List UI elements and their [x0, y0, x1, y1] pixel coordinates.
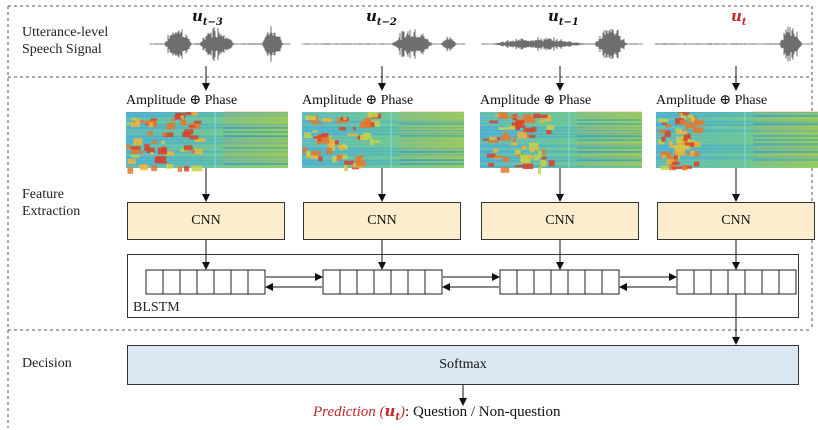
cnn-label: CNN [721, 213, 751, 228]
waveform-1 [149, 26, 291, 62]
feature-label-2: Amplitude ⊕ Phase [302, 93, 414, 108]
blstm-label: BLSTM [133, 300, 180, 315]
blstm-unit-4 [676, 269, 797, 295]
utterance-label-t-2: ut−2 [366, 7, 397, 28]
softmax-label: Softmax [439, 357, 487, 372]
spectrogram-1 [126, 111, 288, 174]
blstm-unit-1 [145, 269, 266, 295]
utterance-label-t-3: ut−3 [192, 7, 223, 28]
blstm-cells [145, 269, 797, 295]
spectrogram-2 [302, 111, 464, 172]
blstm-unit-3 [499, 269, 620, 295]
cnn-label: CNN [367, 213, 397, 228]
blstm-frame [127, 254, 799, 318]
feature-label-4: Amplitude ⊕ Phase [656, 93, 768, 108]
speech-signal-label: Utterance-level Speech Signal [22, 25, 109, 57]
spectrograms [126, 111, 818, 174]
prediction-suffix: : Question / Non-question [405, 404, 561, 420]
softmax-box: Softmax [127, 345, 799, 385]
waveform-4 [654, 26, 811, 62]
cnn-label: CNN [191, 213, 221, 228]
utterance-label-t: ut [731, 7, 747, 28]
feature-extraction-label: Feature Extraction [22, 187, 81, 219]
cnn-label: CNN [545, 213, 575, 228]
cnn-box-2: CNN [303, 202, 461, 240]
cnn-box-3: CNN [481, 202, 639, 240]
spectrogram-4 [656, 111, 818, 171]
blstm-unit-2 [322, 269, 443, 295]
dashed-frame [7, 5, 813, 428]
decision-label: Decision [22, 356, 72, 371]
waveform-3 [481, 29, 644, 59]
feature-label-3: Amplitude ⊕ Phase [480, 93, 592, 108]
utterance-label-t-1: ut−1 [548, 7, 579, 28]
cnn-box-4: CNN [657, 202, 815, 240]
prediction-word: Prediction [313, 404, 376, 420]
waveform-2 [301, 29, 466, 59]
cnn-box-1: CNN [127, 202, 285, 240]
prediction-text: Prediction (ut): Question / Non-question [313, 402, 561, 423]
speech-waveforms [149, 26, 811, 62]
spectrogram-3 [480, 111, 642, 174]
feature-label-1: Amplitude ⊕ Phase [126, 93, 238, 108]
